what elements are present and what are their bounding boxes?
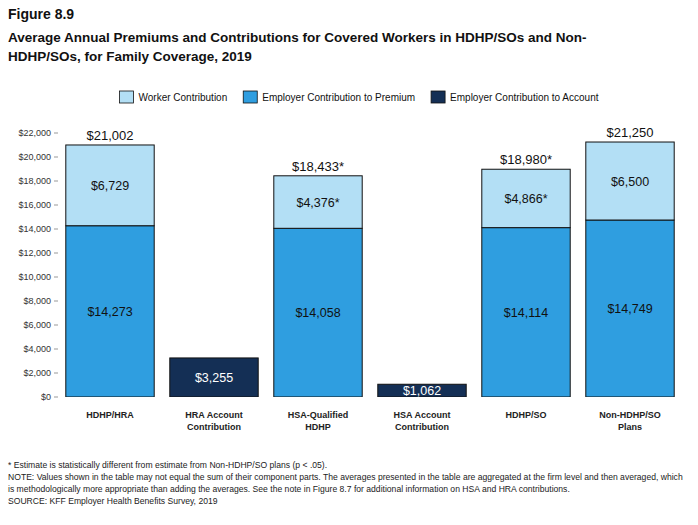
bar-segment bbox=[586, 142, 674, 220]
total-label: $18,433* bbox=[292, 159, 344, 174]
category-label-line: HDHP/SO bbox=[505, 410, 546, 420]
legend-item: Employer Contribution to Account bbox=[431, 91, 599, 103]
y-tick-label: $4,000 bbox=[23, 344, 51, 354]
note: * Estimate is statistically different fr… bbox=[8, 459, 688, 471]
y-tick bbox=[54, 325, 58, 326]
legend-swatch bbox=[243, 91, 257, 103]
category-label-line: HSA-Qualified bbox=[288, 410, 349, 420]
y-tick-label: $6,000 bbox=[23, 320, 51, 330]
category-label-line: HRA Account bbox=[185, 410, 242, 420]
y-tick bbox=[54, 229, 58, 230]
category-label: HDHP/SO bbox=[505, 410, 546, 420]
data-label: $6,500 bbox=[611, 175, 649, 189]
category-label: HDHP/HRA bbox=[86, 410, 134, 420]
y-tick bbox=[54, 373, 58, 374]
y-tick-label: $8,000 bbox=[23, 296, 51, 306]
category-label-line: HDHP bbox=[305, 422, 331, 432]
bar-segment bbox=[66, 145, 154, 226]
bar-segment bbox=[170, 358, 258, 397]
y-tick bbox=[54, 277, 58, 278]
category-label-line: Contribution bbox=[395, 422, 449, 432]
y-tick bbox=[54, 301, 58, 302]
y-tick bbox=[54, 349, 58, 350]
y-tick bbox=[54, 133, 58, 134]
y-tick-label: $18,000 bbox=[18, 176, 51, 186]
category-label-line: Non-HDHP/SO bbox=[599, 410, 661, 420]
category-label: HRA Account Contribution bbox=[185, 410, 242, 432]
category-label: HSA Account Contribution bbox=[394, 410, 451, 432]
legend-label: Employer Contribution to Account bbox=[450, 92, 599, 103]
category-label: Non-HDHP/SO Plans bbox=[599, 410, 661, 432]
y-tick-label: $22,000 bbox=[18, 128, 51, 138]
legend-label: Worker Contribution bbox=[138, 92, 227, 103]
y-tick bbox=[54, 397, 58, 398]
legend-label: Employer Contribution to Premium bbox=[262, 92, 415, 103]
y-tick-label: $20,000 bbox=[18, 152, 51, 162]
notes: * Estimate is statistically different fr… bbox=[8, 459, 688, 507]
data-label: $3,255 bbox=[195, 371, 233, 385]
category-label-line: HDHP/HRA bbox=[86, 410, 134, 420]
legend-item: Employer Contribution to Premium bbox=[243, 91, 415, 103]
y-tick-label: $16,000 bbox=[18, 200, 51, 210]
chart-root: Figure 8.9 Average Annual Premiums and C… bbox=[0, 0, 698, 525]
legend-item: Worker Contribution bbox=[119, 91, 227, 103]
y-tick bbox=[54, 181, 58, 182]
data-label: $1,062 bbox=[403, 384, 441, 398]
figure-label: Figure 8.9 bbox=[8, 6, 74, 22]
note: SOURCE: KFF Employer Health Benefits Sur… bbox=[8, 495, 688, 507]
data-label: $14,058 bbox=[295, 306, 340, 320]
y-tick bbox=[54, 253, 58, 254]
legend-swatch bbox=[119, 91, 133, 103]
bar-segment bbox=[66, 226, 154, 397]
bar-segment bbox=[482, 169, 570, 227]
note: NOTE: Values shown in the table may not … bbox=[8, 471, 688, 495]
y-tick-label: $10,000 bbox=[18, 272, 51, 282]
total-label: $21,250 bbox=[607, 125, 654, 140]
total-label: $21,002 bbox=[87, 128, 134, 143]
data-label: $14,273 bbox=[87, 305, 132, 319]
x-axis: HDHP/HRA HRA Account Contribution HSA-Quali… bbox=[86, 410, 661, 432]
bars bbox=[66, 142, 674, 397]
title: Average Annual Premiums and Contribution… bbox=[8, 28, 608, 66]
y-tick bbox=[54, 205, 58, 206]
y-tick-label: $2,000 bbox=[23, 368, 51, 378]
data-label: $14,114 bbox=[504, 306, 548, 320]
total-label: $18,980* bbox=[500, 152, 552, 167]
data-label: $14,749 bbox=[607, 302, 652, 316]
bar-segment bbox=[274, 176, 362, 229]
category-label-line: HSA Account bbox=[394, 410, 451, 420]
legend-swatch bbox=[431, 91, 445, 103]
category-label-line: Contribution bbox=[187, 422, 241, 432]
y-axis: $0 $2,000 $4,000 $6,000 $8,000 $10,000 $12,000… bbox=[18, 128, 58, 402]
data-labels: $3,255 $1,062 $14,273 $14,058 $14,114 $14,749… bbox=[87, 125, 654, 398]
y-tick-label: $12,000 bbox=[18, 248, 51, 258]
y-tick-label: $0 bbox=[41, 392, 51, 402]
data-label: $4,866* bbox=[504, 192, 547, 206]
data-label: $4,376* bbox=[296, 196, 339, 210]
category-label: HSA-Qualified HDHP bbox=[288, 410, 349, 432]
y-tick-label: $14,000 bbox=[18, 224, 51, 234]
category-label-line: Plans bbox=[618, 422, 642, 432]
bar-segment bbox=[586, 220, 674, 397]
data-label: $6,729 bbox=[91, 179, 129, 193]
bar-segment bbox=[274, 228, 362, 397]
bar-segment bbox=[482, 228, 570, 397]
y-tick bbox=[54, 157, 58, 158]
legend: Worker Contribution Employer Contribution… bbox=[119, 91, 598, 103]
chart-svg: $0 $2,000 $4,000 $6,000 $8,000 $10,000 $12,000… bbox=[0, 0, 698, 525]
